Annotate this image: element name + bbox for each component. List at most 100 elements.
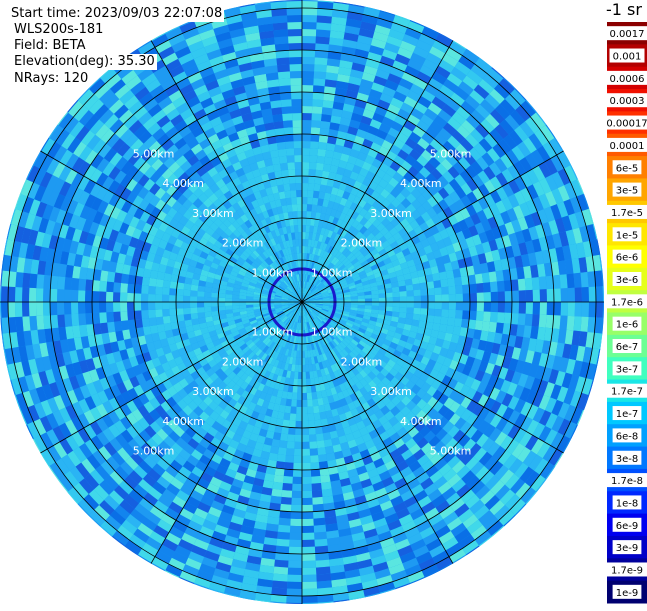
range-gate: [107, 271, 115, 282]
range-gate: [302, 498, 313, 505]
range-gate: [302, 197, 307, 204]
range-gate: [310, 148, 318, 156]
range-gate: [568, 288, 575, 302]
range-gate: [289, 547, 302, 554]
range-gate: [157, 271, 165, 280]
range-gate: [246, 299, 253, 302]
range-gate: [294, 456, 302, 463]
range-gate: [286, 448, 294, 456]
range-gate: [302, 463, 311, 470]
range-gate: [302, 43, 316, 50]
range-gate: [279, 518, 291, 526]
range-gate: [323, 164, 331, 172]
range-gate: [322, 496, 333, 504]
range-gate: [8, 302, 15, 317]
range-gate: [302, 589, 317, 596]
range-gate: [29, 302, 36, 316]
range-gate: [314, 177, 321, 185]
range-gate: [505, 291, 512, 302]
range-gate: [309, 169, 316, 177]
range-gate: [288, 561, 302, 568]
range-gate: [476, 283, 484, 293]
range-gate: [511, 279, 519, 291]
range-gate: [316, 567, 331, 575]
range-gate: [302, 365, 306, 372]
range-gate: [302, 232, 306, 239]
range-gate: [1, 302, 8, 318]
range-gate: [293, 379, 298, 386]
range-gate: [134, 284, 142, 293]
range-gate: [289, 420, 296, 427]
range-gate: [71, 278, 79, 290]
range-gate: [365, 298, 372, 302]
range-gate: [575, 287, 582, 302]
range-gate: [284, 469, 294, 477]
range-gate: [164, 273, 172, 281]
range-gate: [183, 296, 190, 302]
range-gate: [43, 288, 50, 302]
range-gate: [239, 302, 246, 305]
range-gate: [318, 142, 327, 150]
range-gate: [302, 435, 309, 442]
range-gate: [317, 15, 332, 23]
range-gate: [313, 406, 320, 414]
range-gate: [191, 284, 199, 291]
range-gate: [295, 421, 302, 428]
range-gate: [399, 291, 406, 297]
range-gate: [302, 36, 316, 43]
range-gate: [291, 505, 302, 512]
range-gate: [307, 204, 312, 211]
range-gate: [190, 290, 197, 296]
range-gate: [427, 288, 435, 295]
range-gate: [15, 317, 23, 332]
range-gate: [78, 302, 85, 314]
range-gate: [315, 426, 323, 434]
range-gate: [316, 36, 330, 44]
range-gate: [283, 476, 293, 484]
range-gate: [313, 504, 324, 512]
range-gate: [446, 270, 454, 279]
range-gate: [302, 540, 315, 547]
range-gate: [428, 302, 435, 309]
range-gate: [190, 302, 197, 308]
range-gate: [163, 280, 171, 288]
range-gate: [498, 291, 505, 302]
range-gate: [272, 580, 287, 588]
range-gate: [560, 274, 568, 288]
range-gate: [567, 273, 575, 288]
range-gate: [455, 310, 463, 319]
range-gate: [211, 302, 218, 307]
range-gate: [50, 289, 57, 302]
range-gate: [296, 407, 302, 414]
range-gate: [312, 497, 323, 505]
range-gate: [22, 287, 29, 302]
range-gate: [312, 490, 323, 498]
range-gate: [540, 289, 547, 302]
range-gate: [441, 287, 449, 295]
range-gate: [99, 281, 107, 292]
range-gate: [314, 413, 321, 421]
range-gate: [539, 276, 547, 289]
range-gate: [554, 288, 561, 302]
range-gate: [296, 414, 302, 421]
range-gate: [386, 302, 393, 307]
range-gate: [225, 302, 232, 306]
range-gate: [442, 302, 449, 310]
range-gate: [433, 316, 441, 324]
range-gate: [183, 290, 190, 297]
range-gate: [294, 449, 302, 456]
range-gate: [302, 442, 310, 449]
range-gate: [484, 292, 491, 302]
range-gate: [322, 100, 333, 108]
range-gate: [127, 284, 135, 294]
range-gate: [309, 441, 317, 449]
range-gate: [99, 291, 106, 302]
range-gate: [155, 287, 163, 295]
range-gate: [302, 148, 310, 155]
range-gate: [302, 386, 307, 393]
range-gate: [298, 365, 302, 372]
range-gate: [379, 298, 386, 302]
range-gate: [57, 314, 65, 327]
range-gate: [302, 57, 315, 64]
range-gate: [302, 169, 309, 176]
